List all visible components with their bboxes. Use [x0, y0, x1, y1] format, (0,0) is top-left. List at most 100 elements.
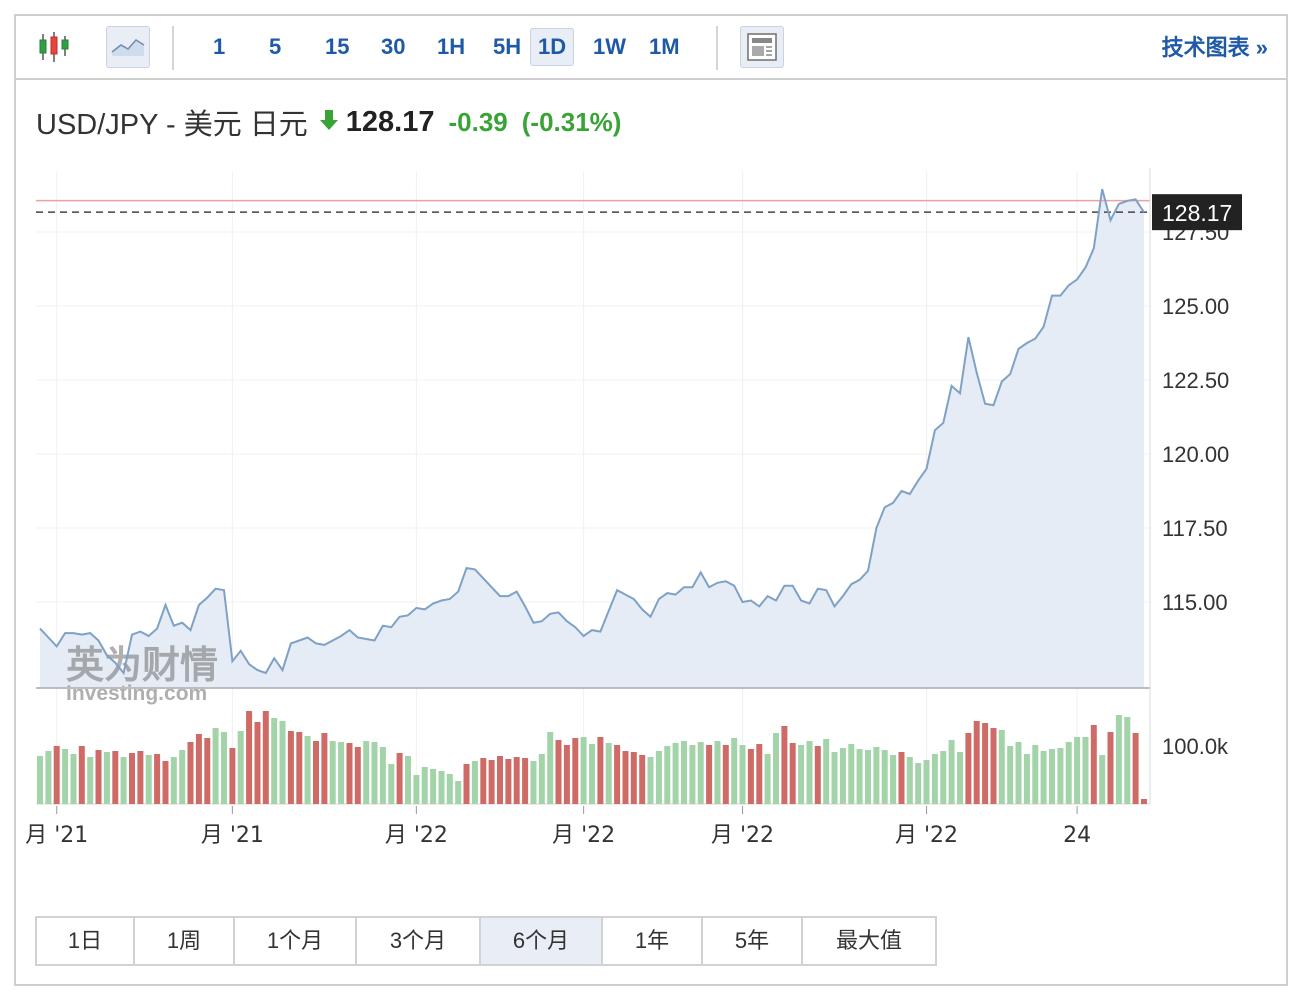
volume-bar	[731, 738, 738, 804]
candlestick-icon[interactable]	[32, 26, 76, 68]
volume-bar	[1107, 732, 1114, 804]
range-selector: 1日 1周 1个月 3个月 6个月 1年 5年 最大值	[35, 916, 937, 966]
tech-chart-link[interactable]: 技术图表 »	[1161, 35, 1268, 60]
range-button[interactable]: 1个月	[235, 918, 357, 964]
time-tick-label: 月 '22	[895, 823, 958, 848]
volume-bar	[747, 749, 754, 804]
volume-bar	[965, 733, 972, 804]
chart-frame	[14, 14, 1288, 986]
volume-bar	[145, 755, 152, 804]
line-chart-icon[interactable]	[106, 26, 150, 68]
volume-bar	[865, 750, 871, 804]
volume-bar	[371, 742, 378, 804]
volume-bar	[446, 774, 453, 804]
volume-bar	[1065, 742, 1072, 804]
interval-1m[interactable]: 1M	[649, 34, 680, 59]
volume-bar	[195, 734, 202, 804]
range-button[interactable]: 1年	[603, 918, 703, 964]
volume-bar	[605, 743, 612, 804]
volume-bar	[614, 745, 621, 804]
layout-icon[interactable]	[740, 26, 784, 68]
volume-bar	[497, 756, 503, 804]
volume-bar	[1074, 737, 1081, 804]
range-button[interactable]: 1周	[135, 918, 235, 964]
volume-bar	[931, 754, 938, 804]
last-price-label: 128.17	[1152, 194, 1242, 231]
volume-bar	[756, 744, 763, 804]
price-tick-label: 120.00	[1162, 442, 1229, 467]
volume-bar	[814, 746, 821, 804]
range-button[interactable]: 6个月	[481, 918, 603, 964]
volume-bar	[1141, 799, 1147, 804]
volume-bar	[321, 733, 328, 804]
volume-bar	[1132, 733, 1139, 804]
volume-bar	[973, 721, 980, 804]
price-change-percent: (-0.31%)	[521, 106, 622, 137]
volume-bar	[831, 752, 838, 804]
volume-bar	[53, 746, 60, 804]
volume-bar	[689, 745, 696, 804]
interval-1h[interactable]: 1H	[437, 34, 466, 59]
volume-bar	[430, 769, 437, 804]
volume-bar	[237, 731, 244, 804]
interval-5[interactable]: 5	[269, 34, 282, 59]
range-button[interactable]: 最大值	[835, 928, 902, 953]
volume-bar	[589, 744, 595, 804]
volume-bar	[839, 748, 846, 804]
volume-bar	[898, 752, 905, 804]
volume-bar	[848, 744, 855, 804]
volume-bar	[655, 751, 662, 804]
price-tick-label: 125.00	[1162, 294, 1229, 319]
volume-bar	[95, 750, 102, 804]
volume-bar	[37, 756, 43, 804]
volume-bar	[455, 781, 462, 804]
volume-bar	[1099, 755, 1106, 804]
volume-bar	[1049, 749, 1055, 804]
volume-bar	[547, 732, 554, 804]
volume-bar	[45, 751, 52, 804]
time-tick-label: 月 '22	[552, 823, 615, 848]
interval-30[interactable]: 30	[381, 34, 406, 59]
volume-bar	[112, 751, 119, 804]
volume-bar	[597, 737, 604, 804]
volume-bar	[681, 741, 687, 804]
volume-bar	[179, 750, 186, 804]
volume-bar	[62, 749, 69, 804]
volume-bar	[396, 753, 403, 804]
range-button[interactable]: 3个月	[357, 918, 481, 964]
time-tick-label: 月 '22	[385, 823, 448, 848]
volume-bar	[1032, 745, 1039, 804]
volume-bar	[881, 750, 888, 804]
time-tick-label: 月 '21	[201, 823, 264, 848]
volume-bar	[296, 732, 303, 804]
volume-bar	[313, 741, 319, 804]
time-tick-label: 月 '22	[711, 823, 774, 848]
interval-1w[interactable]: 1W	[593, 34, 626, 59]
range-button[interactable]: 5年	[703, 918, 803, 964]
instrument-name: USD/JPY - 美元 日元	[36, 109, 308, 141]
interval-5h[interactable]: 5H	[493, 34, 522, 59]
price-area	[40, 189, 1144, 688]
volume-bar	[1082, 737, 1089, 804]
interval-15[interactable]: 15	[325, 34, 350, 59]
volume-bar	[940, 751, 947, 804]
volume-bar	[1007, 746, 1014, 804]
volume-bar	[154, 754, 161, 804]
interval-1d[interactable]: 1D	[530, 28, 575, 66]
price-change: -0.39	[448, 106, 508, 137]
volume-bar	[405, 756, 411, 804]
volume-bar	[1115, 715, 1122, 804]
range-button[interactable]: 1日	[37, 918, 135, 964]
last-price-badge	[1152, 194, 1242, 231]
volume-bar	[363, 741, 370, 804]
volume-bars	[37, 711, 1147, 804]
watermark-en: Investing.com	[66, 682, 207, 705]
watermark-cn: 英为财情	[66, 643, 218, 687]
volume-bar	[806, 741, 813, 804]
time-axis: 月 '21 月 '21 月 '22 月 '22 月 '22 月 '22 24	[25, 806, 1091, 848]
volume-bar	[555, 740, 562, 804]
volume-bar	[129, 753, 135, 804]
volume-bar	[279, 721, 286, 804]
interval-1[interactable]: 1	[213, 34, 226, 59]
